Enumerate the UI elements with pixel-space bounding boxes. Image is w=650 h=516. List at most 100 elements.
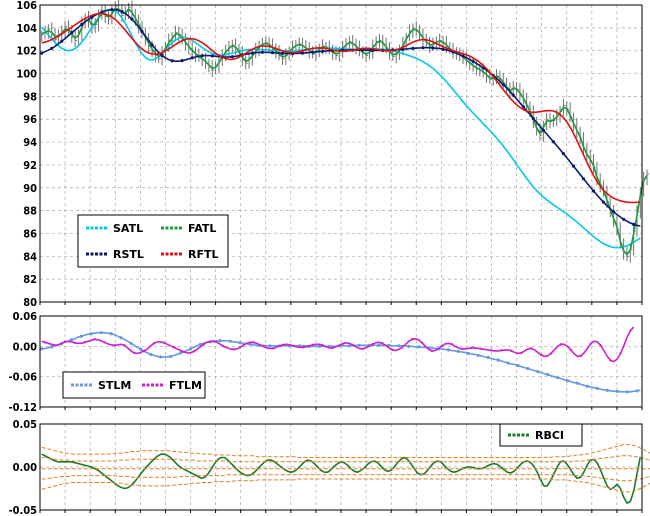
ftlm-marker [609, 359, 612, 362]
stlm-marker [69, 338, 74, 342]
ftlm-marker [589, 342, 592, 346]
stlm-marker [496, 358, 500, 362]
rstl-marker [280, 51, 285, 55]
y-tick-label: 0.00 [13, 340, 38, 353]
legend-box [499, 423, 583, 447]
stlm-marker [317, 344, 322, 348]
ftlm-marker [93, 338, 96, 341]
rstl-marker [632, 222, 636, 226]
ftlm-marker [619, 352, 622, 355]
ftlm-marker [172, 346, 176, 349]
stlm-marker [387, 343, 391, 347]
stlm-marker [357, 343, 361, 347]
ftlm-marker [470, 346, 473, 350]
rstl-marker [421, 46, 425, 50]
y-tick-label: 98 [23, 90, 37, 103]
legend-STLM-FTLM: STLM FTLM [62, 371, 206, 399]
legend-label: RSTL [113, 248, 144, 261]
stlm-marker [625, 390, 629, 394]
grid-price [40, 4, 642, 303]
rstl-marker [260, 50, 265, 54]
y-tick-label: 0.00 [13, 461, 38, 474]
y-tick-label: 84 [23, 250, 37, 263]
rstl-marker [501, 83, 505, 87]
y-tick-label: -0.12 [8, 401, 37, 414]
y-tick-label: 92 [23, 159, 37, 172]
rstl-marker [190, 56, 194, 60]
y-tick-label: 104 [16, 22, 37, 35]
ftlm-marker [371, 343, 374, 346]
y-tick-label: 102 [16, 45, 37, 58]
y-tick-label: 0.06 [13, 310, 38, 323]
ftlm-marker [520, 351, 523, 355]
stlm-marker [536, 370, 540, 374]
stlm-marker [407, 344, 411, 348]
rstl-marker [611, 210, 616, 214]
y-tick-label: -0.05 [8, 504, 37, 516]
ftlm-marker [321, 344, 325, 347]
ftlm-marker [569, 348, 573, 352]
stlm-marker [218, 339, 222, 343]
stlm-marker [198, 342, 203, 346]
rstl-marker [50, 46, 54, 51]
ftlm-marker [271, 347, 275, 350]
ftlm-marker [539, 353, 543, 357]
ftlm-marker [291, 344, 295, 348]
rstl-marker [270, 51, 275, 55]
ftlm-marker [252, 341, 255, 344]
stlm-marker [466, 351, 470, 356]
ftlm-marker [400, 346, 404, 349]
rstl-marker [180, 59, 184, 63]
panel-price: 80 82 84 86 88 90 92 94 96 98 100 102 104 106 SATL FATL… [16, 0, 650, 309]
rstl-marker [80, 22, 84, 27]
ftlm-marker [232, 348, 235, 351]
ftlm-marker [212, 340, 215, 343]
ftlm-marker [430, 349, 434, 353]
y-tick-label: 106 [16, 0, 37, 12]
rstl-marker [511, 93, 515, 97]
ftlm-marker [440, 344, 444, 348]
rstl-marker [461, 54, 465, 58]
ftlm-marker [242, 344, 245, 347]
rstl-marker [170, 59, 174, 63]
y-tick-label: -0.06 [8, 371, 37, 384]
rstl-marker [60, 39, 64, 43]
ftlm-marker [133, 351, 136, 355]
legend-label: FTLM [169, 379, 202, 392]
ftlm-marker [341, 342, 344, 346]
legend-box [77, 214, 229, 268]
stlm-marker [546, 373, 550, 377]
stlm-marker [188, 347, 193, 351]
rstl-marker [601, 200, 606, 204]
ftlm-marker [529, 347, 533, 350]
stlm-marker [575, 381, 580, 385]
ftlm-marker [281, 343, 285, 347]
rstl-marker [411, 46, 415, 51]
rstl-marker [521, 105, 525, 109]
ftlm-marker [629, 329, 632, 332]
ftlm-marker [311, 343, 315, 347]
ftlm-marker [410, 338, 414, 341]
stlm-marker [526, 366, 530, 371]
stlm-marker [556, 376, 560, 380]
ftlm-marker [420, 341, 424, 344]
rstl-marker [160, 53, 164, 58]
ftlm-marker [559, 343, 563, 346]
rstl-marker [571, 164, 576, 168]
ftlm-marker [262, 345, 265, 348]
ftlm-marker [123, 344, 126, 347]
ftlm-marker [301, 346, 305, 349]
stlm-marker [178, 351, 183, 355]
stlm-marker [506, 361, 510, 365]
ftlm-marker [599, 344, 602, 347]
legend-RBCI: RBCI [499, 423, 583, 447]
satl-line [41, 8, 641, 249]
stlm-marker [605, 388, 609, 392]
ftlm-marker [162, 341, 166, 344]
stlm-marker [446, 348, 451, 352]
ftlm-marker [351, 343, 354, 347]
stlm-marker [456, 349, 461, 353]
rstl-marker [581, 177, 586, 181]
legend-label: STLM [98, 379, 131, 392]
rstl-marker [310, 50, 315, 54]
